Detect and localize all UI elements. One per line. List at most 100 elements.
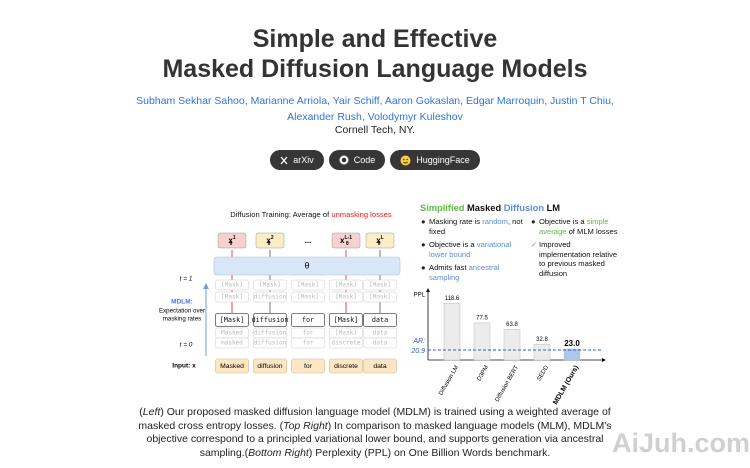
- arrow-head: [203, 283, 209, 289]
- icon: [280, 156, 288, 164]
- output-label: x2 θ: [266, 235, 273, 247]
- title-part: Diffusion Training: Average of: [230, 210, 331, 219]
- model-label: θ: [304, 260, 309, 270]
- token-box: [363, 313, 397, 327]
- output-sup: L-1: [344, 235, 352, 241]
- button-label: arXiv: [293, 155, 314, 165]
- links: arXiv Code HuggingFace: [0, 150, 750, 170]
- bullet: ✓ Improved implementation relative to pre…: [530, 240, 622, 278]
- bullet-text: random: [482, 217, 508, 226]
- title-line: Simple and Effective: [252, 25, 498, 53]
- panel-title: Simplified Masked Diffusion LM: [420, 203, 560, 213]
- author-link[interactable]: Aaron Gokaslan,: [384, 95, 464, 107]
- title-part: unmasking losses: [331, 210, 392, 219]
- title-part: Simplified: [420, 203, 467, 213]
- token: [Mask]: [221, 294, 243, 301]
- input-token: discrete: [334, 363, 358, 370]
- bar: [443, 302, 461, 361]
- token: [Mask]: [221, 282, 243, 289]
- bullet-icon: ●: [421, 263, 426, 272]
- output-box: [217, 232, 247, 249]
- token: [Mask]: [220, 316, 245, 324]
- side-text: Expectation over: [159, 308, 205, 315]
- watermark: AiJuh.com: [612, 428, 750, 458]
- token-box: [215, 291, 249, 303]
- output-box: [331, 232, 361, 249]
- input-token: data: [373, 363, 386, 370]
- authors: Subham Sekhar Sahoo, Marianne Arriola, Y…: [0, 93, 750, 125]
- code-button[interactable]: Code: [328, 150, 386, 170]
- token: [Mask]: [369, 282, 391, 289]
- title-part: LM: [547, 203, 561, 213]
- token-box: [215, 337, 249, 349]
- input-label: Input: x: [172, 363, 196, 370]
- token-box: [215, 279, 249, 291]
- x-tick-label: D3PM: [477, 365, 491, 382]
- token: diffusion: [254, 330, 287, 337]
- input-token: Masked: [220, 363, 244, 370]
- author-line: Subham Sekhar Sahoo, Marianne Arriola, Y…: [0, 93, 750, 109]
- token: data: [372, 316, 388, 324]
- token-box: [253, 337, 287, 349]
- output-base: x: [228, 236, 233, 245]
- author-link[interactable]: Alexander Rush,: [287, 111, 365, 123]
- token: [Mask]: [297, 294, 319, 301]
- value-label: 63.8: [506, 322, 518, 328]
- bullet-icon: ●: [421, 217, 426, 226]
- bullet: ● Objective is a simple average of MLM lo…: [530, 217, 622, 236]
- author-link[interactable]: Yair Schiff,: [332, 95, 383, 107]
- value-label: 118.6: [445, 296, 460, 302]
- author-link[interactable]: Edgar Marroquin,: [465, 95, 548, 107]
- value-label: 77.5: [476, 315, 488, 321]
- bullet-text: ancestral sampling: [429, 263, 500, 282]
- huggingface-button[interactable]: HuggingFace: [390, 150, 480, 170]
- output-base: x: [376, 236, 381, 245]
- input-box: [363, 358, 397, 374]
- caption-text: ) In comparison to masked language model…: [146, 419, 612, 459]
- author-link[interactable]: Marianne Arriola,: [250, 95, 330, 107]
- token-box: [291, 313, 325, 327]
- token-box: [329, 279, 363, 291]
- bullet-text: Objective is a: [429, 240, 477, 249]
- icon: [400, 155, 411, 165]
- token-box: [363, 291, 397, 303]
- x-tick-label: SEDD: [537, 364, 551, 382]
- bar: [503, 329, 521, 361]
- output-sub: θ: [268, 241, 271, 247]
- token-box: [253, 291, 287, 303]
- token-box: [253, 313, 287, 327]
- output-base: ...: [305, 236, 312, 245]
- arxiv-button[interactable]: arXiv: [270, 150, 324, 170]
- token: [Mask]: [297, 282, 319, 289]
- bullet: ● Admits fast ancestral sampling: [420, 263, 528, 282]
- author-link[interactable]: Volodymyr Kuleshov: [367, 111, 463, 123]
- output-label: xL-1 θ: [340, 235, 352, 247]
- token: [Mask]: [369, 294, 391, 301]
- author-link[interactable]: Justin T Chiu,: [550, 95, 614, 107]
- bullet-text: variational lower bound: [429, 240, 512, 259]
- token: for: [303, 330, 314, 337]
- title-line: Masked Diffusion Language Models: [162, 55, 588, 83]
- side-text: masking rates: [163, 316, 202, 323]
- output-box: [255, 232, 285, 249]
- title: Simple and Effective Masked Diffusion La…: [0, 24, 750, 84]
- title-part: Diffusion: [504, 203, 547, 213]
- token-box: [329, 313, 363, 327]
- bullet-text: Improved implementation relative to prev…: [539, 240, 618, 278]
- caption: (Left) Our proposed masked diffusion lan…: [135, 406, 615, 460]
- reference-label: AR:: [412, 338, 425, 345]
- caption-text: ) Our proposed masked diffusion language…: [138, 406, 611, 432]
- token-box: [215, 313, 249, 327]
- output-sup: 2: [271, 235, 274, 241]
- token: masked: [221, 340, 243, 347]
- diagram-title: Diffusion Training: Average of unmasking…: [230, 210, 392, 219]
- token-box: [363, 279, 397, 291]
- author-link[interactable]: Subham Sekhar Sahoo,: [136, 95, 248, 107]
- bullet-text: Objective is a: [539, 217, 587, 226]
- input-box: [215, 358, 249, 374]
- output-label: xL θ: [376, 235, 384, 247]
- token-box: [291, 337, 325, 349]
- bar: [473, 322, 491, 361]
